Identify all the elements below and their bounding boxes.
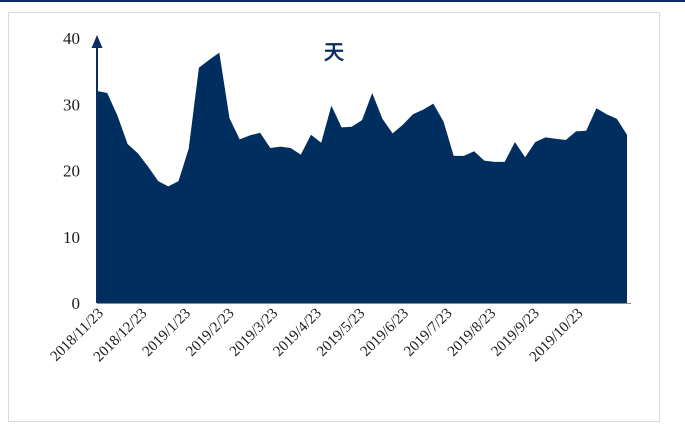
y-axis-arrow <box>91 35 103 48</box>
y-axis-ticks: 0 10 20 30 40 <box>63 29 80 313</box>
y-tick-label: 20 <box>63 162 80 181</box>
y-tick-label: 0 <box>72 294 81 313</box>
y-tick-label: 40 <box>63 29 80 48</box>
top-rule <box>0 0 685 10</box>
x-axis-ticks: 2018/11/232018/12/232019/1/232019/2/2320… <box>48 306 587 366</box>
y-tick-label: 10 <box>63 228 80 247</box>
chart-title: 天 <box>324 40 345 64</box>
y-tick-label: 30 <box>63 95 80 114</box>
area-series <box>97 52 627 303</box>
